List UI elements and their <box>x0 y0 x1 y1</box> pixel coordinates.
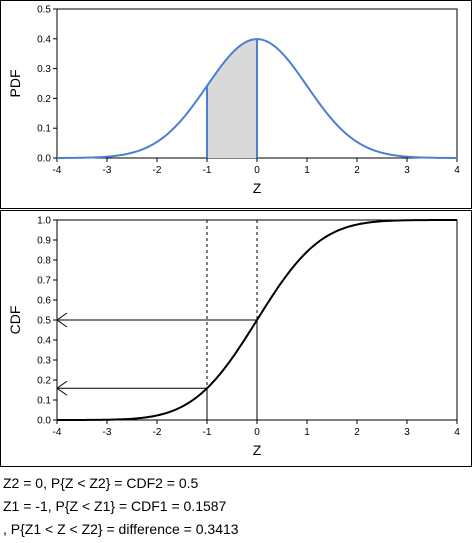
cdf-y-tick-label: 1.0 <box>37 216 51 227</box>
cdf-y-tick-label: 0.4 <box>37 336 51 347</box>
cdf-y-tick-label: 0.0 <box>37 416 51 427</box>
pdf-y-tick-label: 0.1 <box>37 124 51 135</box>
cdf-y-tick-label: 0.3 <box>37 356 51 367</box>
cdf-x-tick-label: -2 <box>153 427 162 438</box>
distribution-charts: -4 -3 -2 -1 0 1 2 3 4 0.0 0.1 0.2 0.3 0.4 0.5 Z PDF -4 -3-… <box>0 0 472 467</box>
cdf-x-tick-label: 2 <box>354 427 360 438</box>
pdf-x-tick-label: 2 <box>354 165 360 176</box>
cdf-arrow-head <box>56 380 68 396</box>
cdf-y-tick-label: 0.5 <box>37 316 51 327</box>
cdf-x-tick-label: 0 <box>254 427 260 438</box>
cdf-x-tick-label: -1 <box>203 427 212 438</box>
cdf-x-tick-label: 3 <box>404 427 410 438</box>
pdf-y-tick-label: 0.2 <box>37 94 51 105</box>
cdf2-result-text: Z2 = 0, P{Z < Z2} = CDF2 = 0.5 <box>3 475 199 491</box>
pdf-x-tick-label: -2 <box>153 165 162 176</box>
cdf-x-tick-label: 1 <box>304 427 310 438</box>
pdf-x-tick-label: -3 <box>103 165 112 176</box>
cdf-y-tick-label: 0.2 <box>37 376 51 387</box>
pdf-y-tick-label: 0.4 <box>37 34 51 45</box>
cdf-arrow-head <box>56 312 68 328</box>
pdf-x-tick-label: -1 <box>203 165 212 176</box>
pdf-y-tick-label: 0.5 <box>37 5 51 16</box>
cdf-y-tick-label: 0.9 <box>37 236 51 247</box>
cdf-y-tick-label: 0.8 <box>37 256 51 267</box>
pdf-x-tick-label: 4 <box>454 165 460 176</box>
pdf-x-axis-label: Z <box>253 180 262 196</box>
cdf-x-tick-label: -4 <box>53 427 62 438</box>
cdf-x-axis-label: Z <box>253 442 262 458</box>
pdf-axes: -4 -3 -2 -1 0 1 2 3 4 0.0 0.1 0.2 0.3 0.4 0.5 Z PDF <box>7 5 460 197</box>
cdf-x-tick-label: 4 <box>454 427 460 438</box>
cdf-y-tick-label: 0.7 <box>37 276 51 287</box>
pdf-x-tick-label: -4 <box>53 165 62 176</box>
pdf-y-tick-label: 0.0 <box>37 154 51 165</box>
cdf-y-tick-label: 0.6 <box>37 296 51 307</box>
cdf-axes: -4 -3 -2 -1 0 1 2 3 4 0.0 0.1 0.2 0.3 0.4 0.5 0.6 0.7 0.8… <box>7 216 460 459</box>
cdf-panel-frame <box>0 210 472 467</box>
pdf-y-tick-label: 0.3 <box>37 64 51 75</box>
cdf1-result-text: Z1 = -1, P{Z < Z1} = CDF1 = 0.1587 <box>3 498 227 514</box>
results-panel: Z2 = 0, P{Z < Z2} = CDF2 = 0.5 Z1 = -1, … <box>3 472 469 541</box>
cdf-y-tick-label: 0.1 <box>37 396 51 407</box>
pdf-x-tick-label: 1 <box>304 165 310 176</box>
cdf-y-axis-label: CDF <box>7 306 23 335</box>
pdf-x-tick-label: 0 <box>254 165 260 176</box>
pdf-x-tick-label: 3 <box>404 165 410 176</box>
pdf-y-axis-label: PDF <box>7 70 23 98</box>
cdf-x-tick-label: -3 <box>103 427 112 438</box>
difference-result-text: , P{Z1 < Z < Z2} = difference = 0.3413 <box>3 521 239 537</box>
pdf-shaded-area <box>207 39 257 159</box>
